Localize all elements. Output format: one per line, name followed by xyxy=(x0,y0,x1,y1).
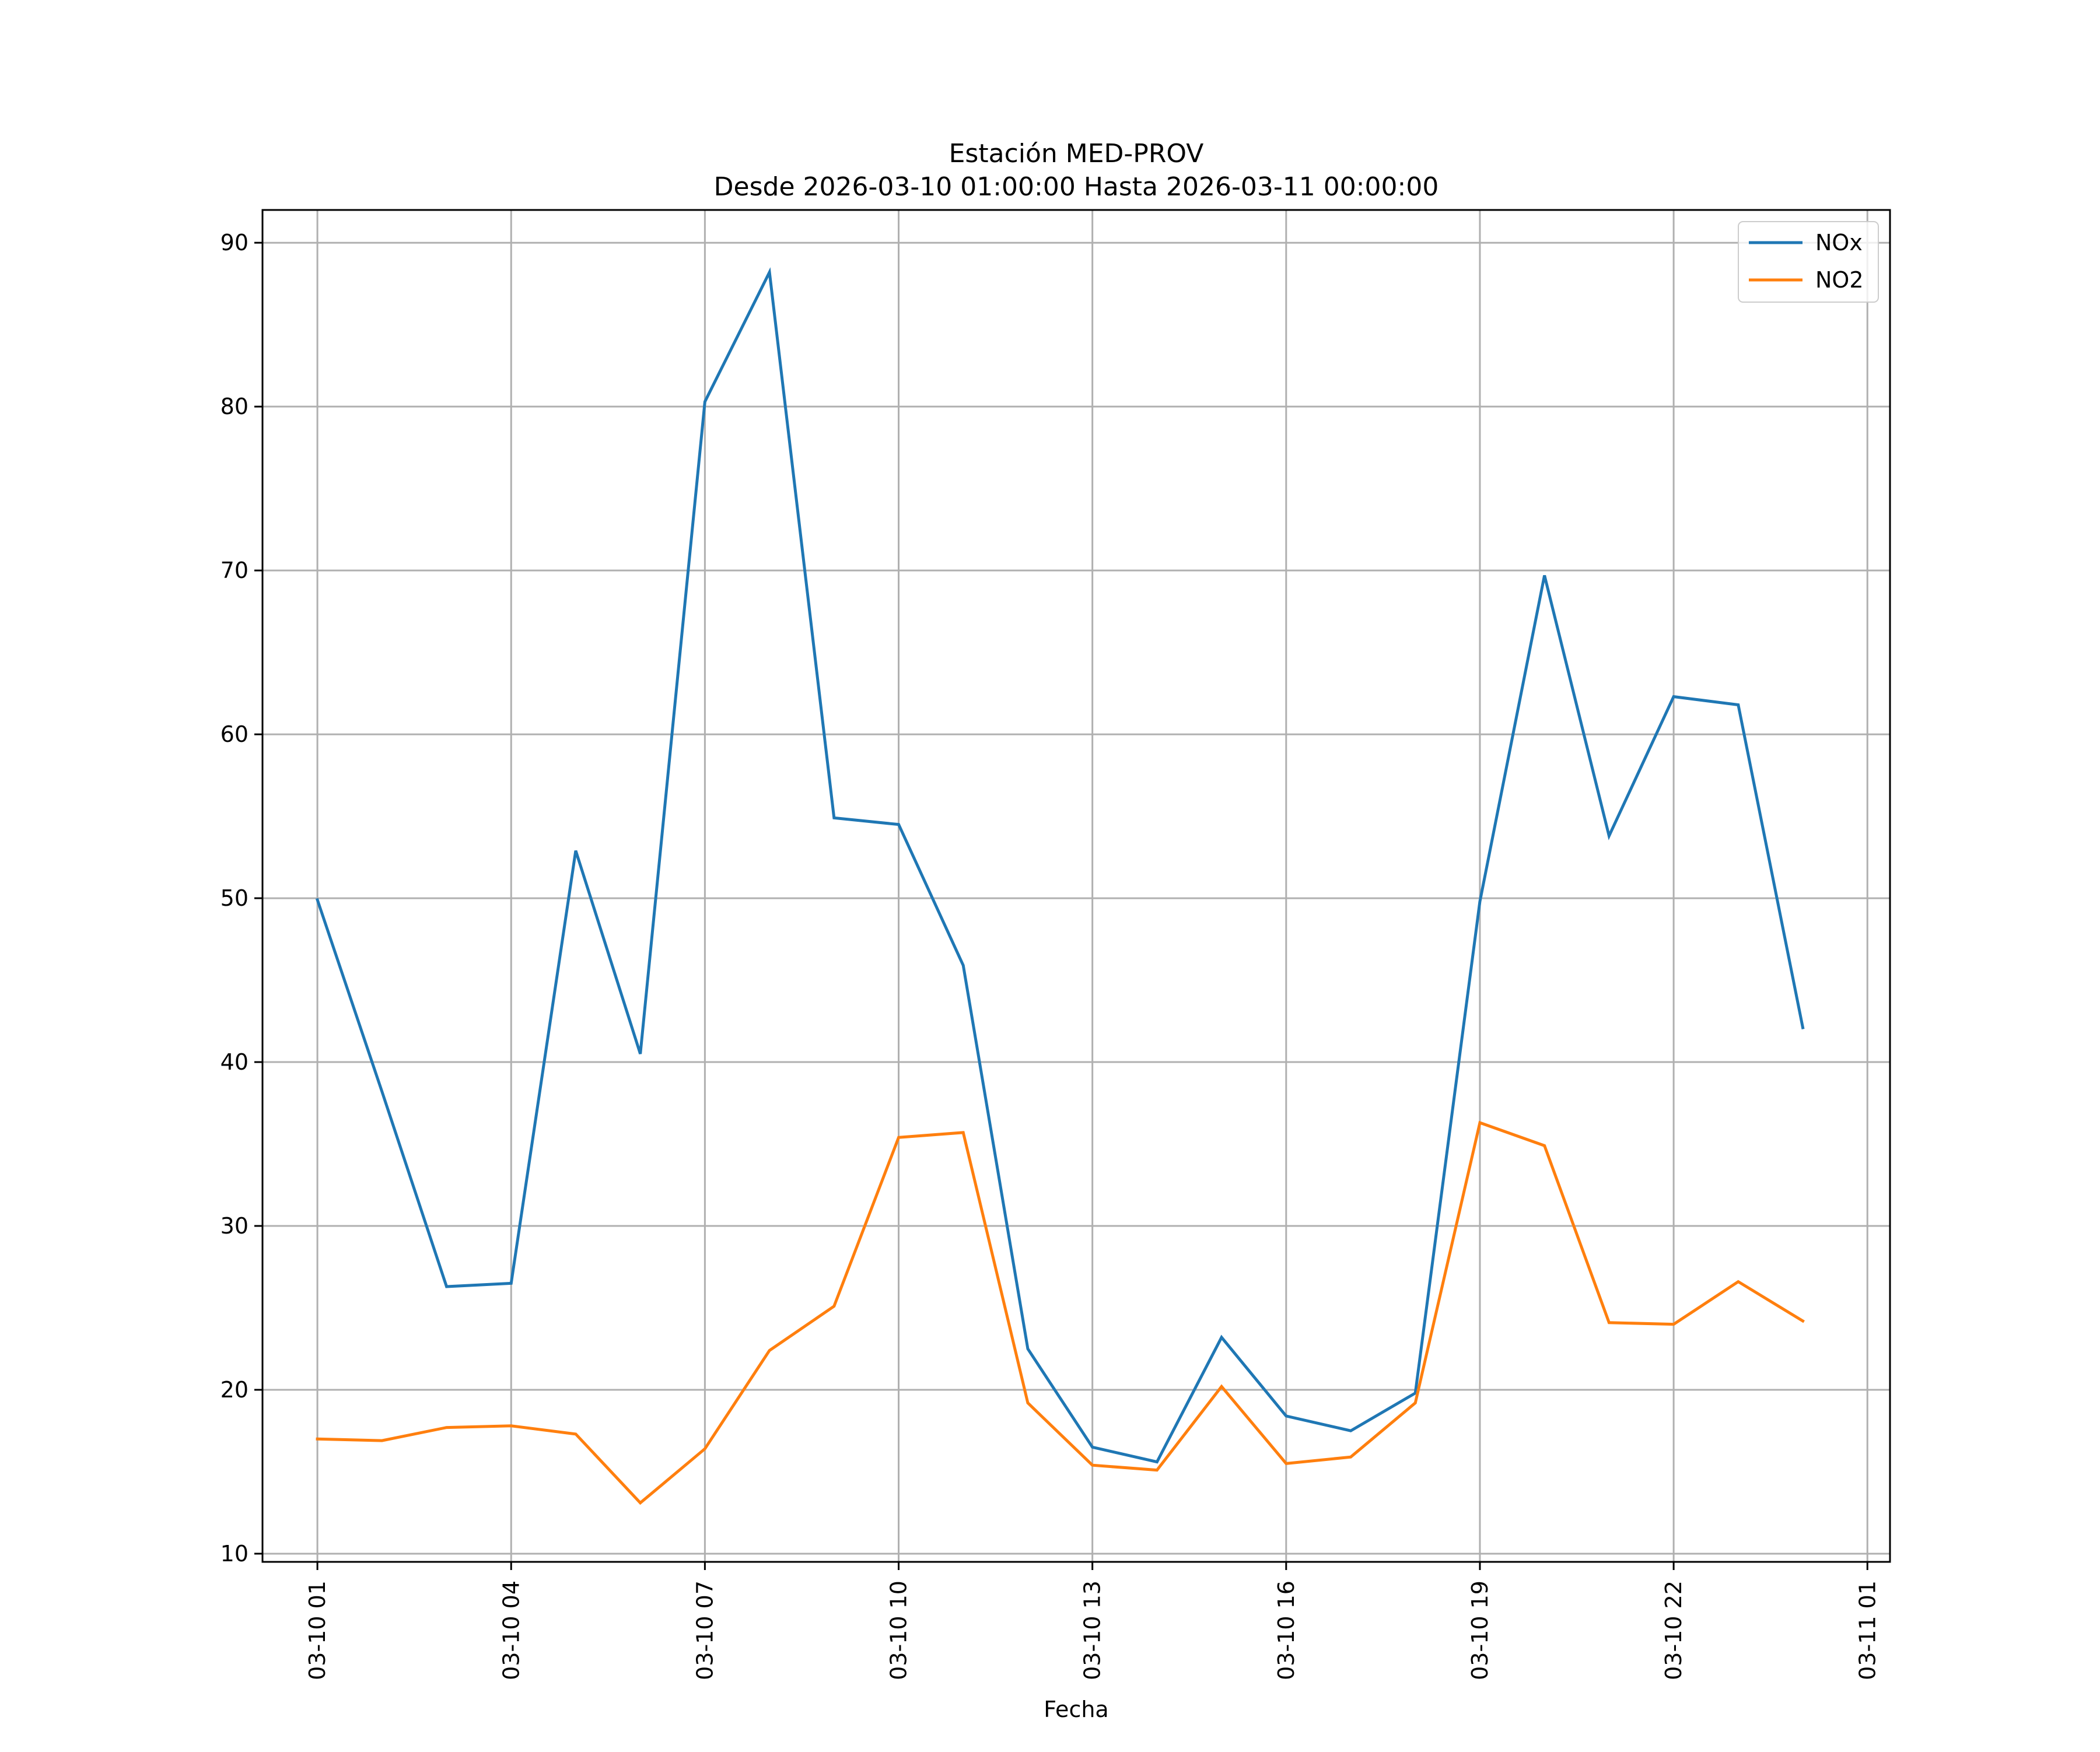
x-tick-label: 03-10 16 xyxy=(1273,1581,1299,1680)
x-tick-label: 03-11 01 xyxy=(1854,1581,1880,1680)
y-tick-label: 20 xyxy=(220,1377,249,1403)
legend-label-nox: NOx xyxy=(1815,230,1863,255)
x-tick-label: 03-10 22 xyxy=(1661,1581,1686,1680)
y-tick-label: 30 xyxy=(220,1213,249,1239)
x-axis: 03-10 01 03-10 04 03-10 07 03-10 10 03-10 13… xyxy=(304,1562,1880,1680)
plot-frame xyxy=(261,209,1891,1563)
chart-title-line1: Estación MED-PROV xyxy=(949,139,1204,169)
x-tick-label: 03-10 07 xyxy=(692,1581,718,1680)
x-tick-label: 03-10 10 xyxy=(886,1581,912,1680)
x-tick-label: 03-10 19 xyxy=(1467,1581,1493,1680)
y-tick-label: 80 xyxy=(220,394,249,419)
series-line-nox xyxy=(315,267,1805,1464)
series-layer xyxy=(315,267,1805,1505)
legend-label-no2: NO2 xyxy=(1815,267,1864,293)
x-tick-label: 03-10 04 xyxy=(498,1581,524,1680)
y-tick-label: 10 xyxy=(220,1541,249,1567)
x-tick-label: 03-10 13 xyxy=(1080,1581,1105,1680)
y-tick-label: 40 xyxy=(220,1049,249,1075)
y-tick-label: 90 xyxy=(220,230,249,255)
legend: NOx NO2 xyxy=(1738,221,1879,303)
x-tick-label: 03-10 01 xyxy=(304,1581,330,1680)
y-tick-label: 50 xyxy=(220,885,249,911)
grid-layer xyxy=(262,210,1890,1562)
y-axis: 10 20 30 40 50 60 70 80 90 xyxy=(220,230,262,1567)
chart-title-line2: Desde 2026-03-10 01:00:00 Hasta 2026-03-… xyxy=(714,172,1439,202)
series-line-no2 xyxy=(316,1120,1805,1505)
x-axis-label: Fecha xyxy=(1044,1697,1108,1722)
y-tick-label: 70 xyxy=(220,558,249,583)
y-tick-label: 60 xyxy=(220,721,249,747)
